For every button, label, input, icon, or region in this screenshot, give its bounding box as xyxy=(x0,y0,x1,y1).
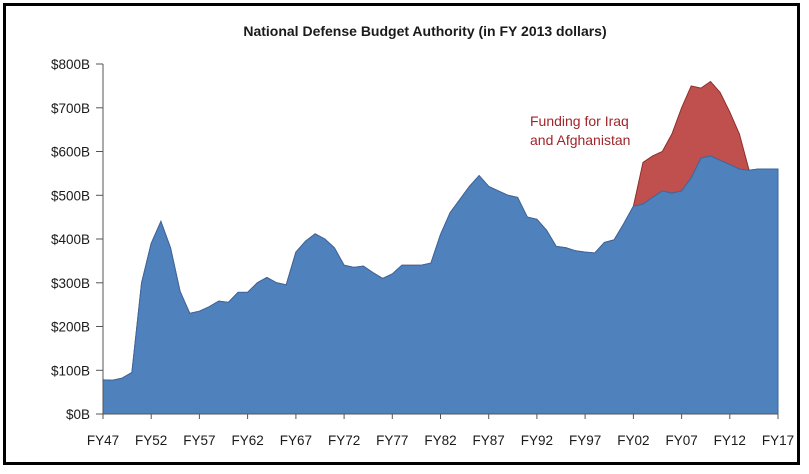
x-tick-label: FY97 xyxy=(569,433,601,448)
y-tick-label: $400B xyxy=(51,232,90,247)
y-axis: $0B $100B $200B $300B $400B $500B $600B $700B $8… xyxy=(51,57,104,422)
x-tick-label: FY82 xyxy=(424,433,456,448)
area-layer xyxy=(102,80,779,415)
x-tick-label: FY17 xyxy=(762,433,794,448)
base-budget-area xyxy=(102,155,779,415)
x-tick-label: FY62 xyxy=(231,433,263,448)
x-tick-label: FY52 xyxy=(135,433,167,448)
chart-title: National Defense Budget Authority (in FY… xyxy=(243,23,606,39)
y-tick-label: $700B xyxy=(51,101,90,116)
y-tick-label: $200B xyxy=(51,320,90,335)
x-tick-label: FY92 xyxy=(521,433,553,448)
x-axis: FY47 FY52 FY57 FY62 FY67 FY72 FY77 FY82 FY87 FY92… xyxy=(87,414,794,448)
annotation-line-2: and Afghanistan xyxy=(530,132,630,148)
x-tick-label: FY67 xyxy=(280,433,312,448)
y-tick-label: $800B xyxy=(51,57,90,72)
x-tick-label: FY72 xyxy=(328,433,360,448)
y-tick-label: $600B xyxy=(51,145,90,160)
x-tick-label: FY07 xyxy=(665,433,697,448)
x-tick-label: FY77 xyxy=(376,433,408,448)
annotation-line-1: Funding for Iraq xyxy=(530,113,629,129)
y-tick-label: $100B xyxy=(51,363,90,378)
x-tick-label: FY47 xyxy=(87,433,119,448)
x-tick-label: FY12 xyxy=(714,433,746,448)
y-tick-label: $300B xyxy=(51,276,90,291)
y-tick-label: $500B xyxy=(51,188,90,203)
x-tick-label: FY02 xyxy=(617,433,649,448)
x-tick-label: FY87 xyxy=(473,433,505,448)
y-tick-label: $0B xyxy=(66,407,90,422)
x-tick-label: FY57 xyxy=(183,433,215,448)
